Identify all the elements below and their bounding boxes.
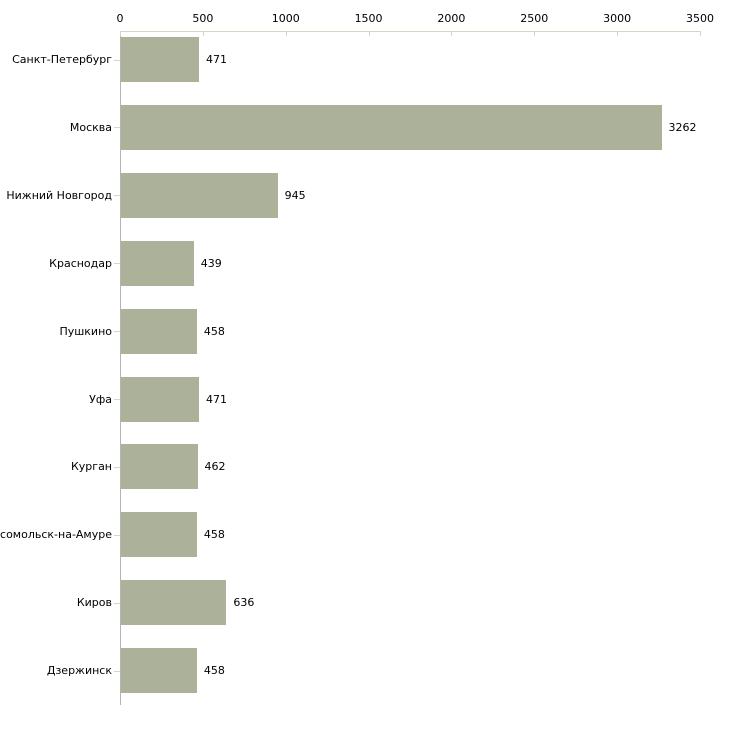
category-label-text: Курган bbox=[70, 460, 112, 474]
category-tick-mark bbox=[114, 399, 120, 400]
category-label-text: Дзержинск bbox=[46, 664, 112, 678]
category-label: Киров bbox=[0, 595, 112, 610]
x-axis-tick-label: 1000 bbox=[271, 12, 300, 25]
value-label: 471 bbox=[206, 392, 228, 406]
bar bbox=[121, 37, 200, 82]
category-tick-mark bbox=[114, 466, 120, 468]
value-label: 458 bbox=[203, 324, 225, 338]
category-label: Нижний Новгород bbox=[0, 188, 112, 203]
value-label: 439 bbox=[200, 256, 222, 270]
y-axis-line bbox=[120, 31, 121, 705]
x-axis-tick-label: 3500 bbox=[686, 12, 714, 25]
category-label-text: Пушкино bbox=[59, 324, 112, 338]
value-label: 3262 bbox=[668, 120, 697, 134]
category-tick-mark bbox=[114, 59, 120, 61]
category-label: Комсомольск-на-Амуре bbox=[0, 527, 112, 542]
value-label: 636 bbox=[233, 596, 255, 610]
x-axis-tick-label: 1500 bbox=[354, 12, 383, 25]
x-axis-tick-mark bbox=[534, 31, 536, 36]
category-label: Дзержинск bbox=[0, 663, 112, 678]
category-tick-mark bbox=[114, 195, 120, 197]
category-label-text: Уфа bbox=[89, 392, 112, 406]
value-label: 945 bbox=[284, 188, 306, 202]
bar bbox=[121, 512, 197, 558]
category-label-text: Комсомольск-на-Амуре bbox=[0, 528, 112, 542]
x-axis-tick-label: 2000 bbox=[437, 12, 466, 25]
bar bbox=[121, 580, 227, 626]
category-label-text: Нижний Новгород bbox=[6, 188, 112, 202]
x-axis-tick-label: 500 bbox=[192, 12, 214, 25]
x-axis-line bbox=[120, 31, 701, 32]
x-axis-tick-mark bbox=[368, 31, 370, 36]
category-label: Уфа bbox=[0, 392, 112, 407]
bar bbox=[121, 240, 194, 286]
x-axis-tick-mark bbox=[285, 31, 287, 36]
category-label-text: Москва bbox=[69, 120, 112, 134]
x-axis-tick-label: 2500 bbox=[520, 12, 549, 25]
bar bbox=[121, 308, 197, 354]
category-tick-mark bbox=[114, 670, 120, 672]
x-axis-tick-mark bbox=[617, 31, 619, 36]
x-axis-tick-mark bbox=[120, 31, 121, 36]
x-axis-tick-mark bbox=[451, 31, 453, 36]
category-tick-mark bbox=[114, 534, 120, 536]
category-tick-mark bbox=[114, 331, 120, 333]
value-label: 471 bbox=[206, 53, 228, 66]
category-label: Пушкино bbox=[0, 324, 112, 339]
category-tick-mark bbox=[114, 127, 120, 129]
x-axis-tick-label: 3000 bbox=[603, 12, 632, 25]
category-tick-mark bbox=[114, 602, 120, 604]
value-label: 462 bbox=[204, 460, 226, 474]
category-label-text: Санкт-Петербург bbox=[12, 53, 112, 66]
bar bbox=[121, 172, 278, 218]
value-label: 458 bbox=[203, 664, 225, 678]
x-axis-tick-label: 0 bbox=[116, 12, 124, 25]
bar bbox=[121, 444, 198, 490]
category-label: Санкт-Петербург bbox=[0, 52, 112, 67]
bar bbox=[121, 376, 200, 422]
x-axis-tick-mark bbox=[700, 31, 701, 36]
value-label: 458 bbox=[203, 528, 225, 542]
x-axis-tick-mark bbox=[202, 31, 204, 36]
bar bbox=[121, 104, 662, 150]
bar bbox=[121, 648, 197, 694]
category-label-text: Краснодар bbox=[49, 256, 112, 270]
category-tick-mark bbox=[114, 263, 120, 265]
category-label-text: Киров bbox=[76, 596, 112, 610]
category-label: Краснодар bbox=[0, 256, 112, 271]
category-label: Курган bbox=[0, 459, 112, 474]
category-label: Москва bbox=[0, 120, 112, 135]
